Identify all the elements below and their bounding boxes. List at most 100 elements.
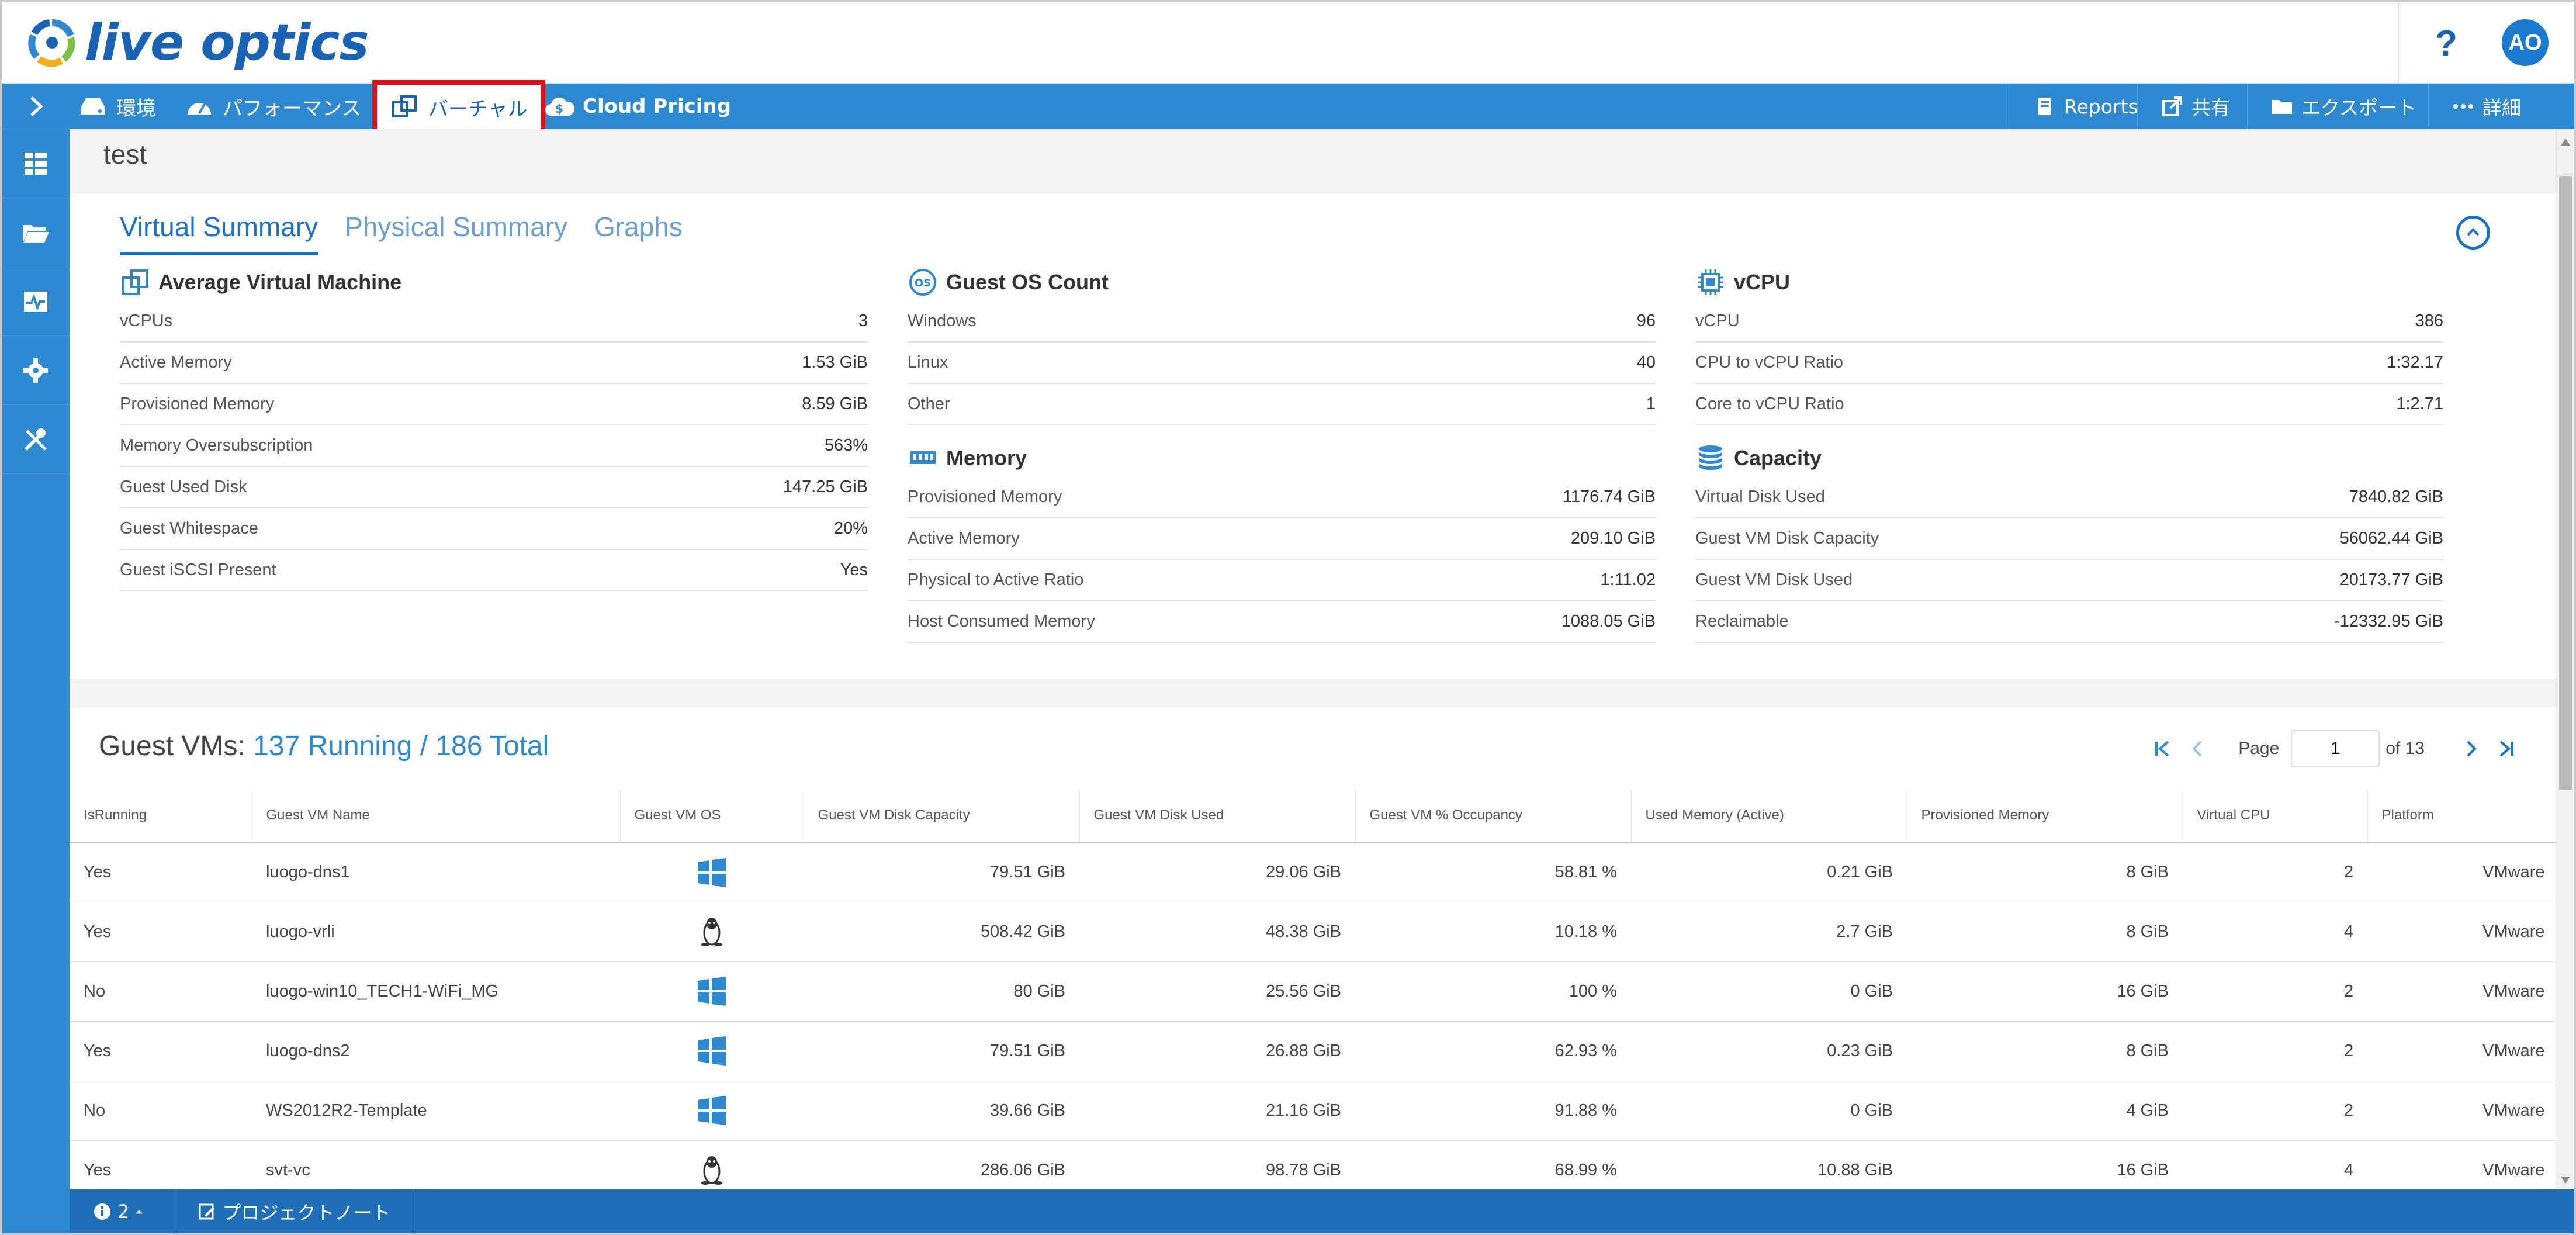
cell-mem: 0.21 GiB — [1631, 842, 1907, 902]
tab-physical-summary[interactable]: Physical Summary — [345, 212, 568, 242]
nav-tab-virtual[interactable]: バーチャル — [372, 80, 545, 134]
help-icon[interactable]: ? — [2435, 23, 2457, 64]
kv-row: Core to vCPU Ratio 1:2.71 — [1695, 384, 2443, 425]
table-row[interactable]: Yes luogo-dns1 79.51 GiB 29.06 GiB 58.81 % 0.… — [70, 842, 2559, 902]
cell-os — [620, 902, 804, 962]
kv-row: vCPU 386 — [1695, 301, 2443, 343]
column-header[interactable]: Used Memory (Active) — [1631, 790, 1907, 843]
first-page-icon — [2155, 741, 2169, 757]
first-page-button[interactable] — [2145, 731, 2180, 766]
section-title: Capacity — [1734, 446, 1822, 470]
kv-row: Guest Whitespace 20% — [120, 508, 868, 550]
windows-icon — [698, 1096, 726, 1125]
nav-tab-environment[interactable]: 環境 — [78, 84, 156, 129]
export-button[interactable]: エクスポート — [2247, 84, 2440, 129]
sidebar-item-projects[interactable] — [2, 198, 70, 267]
kv-value: 1:2.71 — [2396, 395, 2443, 413]
cell-running: Yes — [70, 1021, 252, 1081]
cell-name: WS2012R2-Template — [252, 1081, 620, 1141]
section-title: vCPU — [1734, 270, 1791, 294]
info-count: 2 — [117, 1200, 130, 1223]
left-sidebar — [2, 84, 70, 1233]
kv-key: Guest VM Disk Capacity — [1695, 529, 1879, 548]
guest-vms-panel: Guest VMs: 137 Running / 186 Total Page … — [70, 708, 2559, 1201]
sidebar-item-settings[interactable] — [2, 336, 70, 405]
last-page-button[interactable] — [2489, 731, 2524, 766]
kv-value: Yes — [840, 561, 868, 579]
cell-name: luogo-win10_TECH1-WiFi_MG — [252, 961, 620, 1022]
sidebar-item-dashboard[interactable] — [2, 129, 70, 198]
cell-used: 29.06 GiB — [1079, 842, 1355, 902]
cell-running: Yes — [70, 902, 252, 962]
column-header[interactable]: Provisioned Memory — [1907, 790, 2183, 843]
cell-os — [620, 1081, 804, 1141]
collapse-button[interactable] — [2456, 216, 2490, 250]
prev-page-button[interactable] — [2180, 731, 2215, 766]
reports-label: Reports — [2064, 95, 2138, 118]
more-details-button[interactable]: 詳細 — [2428, 84, 2544, 129]
page-number-input[interactable] — [2291, 730, 2380, 767]
sidebar-item-monitor[interactable] — [2, 267, 70, 336]
kv-row: Active Memory 209.10 GiB — [908, 518, 1656, 560]
summary-tabs: Virtual Summary Physical Summary Graphs — [120, 211, 709, 255]
cell-prov: 8 GiB — [1907, 842, 2183, 902]
kv-row: Provisioned Memory 8.59 GiB — [120, 384, 868, 425]
cell-os — [620, 961, 804, 1022]
column-header[interactable]: Guest VM Disk Capacity — [804, 790, 1080, 843]
cell-plat: VMware — [2367, 842, 2559, 902]
kv-key: Memory Oversubscription — [120, 436, 313, 455]
next-page-button[interactable] — [2454, 731, 2489, 766]
share-button[interactable]: 共有 — [2137, 84, 2253, 129]
chevron-left-icon — [2192, 741, 2202, 757]
tab-graphs[interactable]: Graphs — [594, 212, 683, 242]
dashboard-icon — [25, 152, 47, 175]
column-header[interactable]: Guest VM Disk Used — [1079, 790, 1356, 843]
live-optics-logo[interactable]: live optics — [27, 13, 369, 72]
kv-key: Physical to Active Ratio — [908, 570, 1084, 589]
nav-tab-performance[interactable]: パフォーマンス — [184, 84, 361, 129]
column-header[interactable]: IsRunning — [70, 790, 252, 843]
cell-used: 25.56 GiB — [1079, 961, 1355, 1022]
sidebar-item-tools[interactable] — [2, 405, 70, 474]
table-row[interactable]: Yes luogo-dns2 79.51 GiB 26.88 GiB 62.93 % 0.… — [70, 1021, 2559, 1081]
kv-value: 96 — [1636, 312, 1656, 330]
column-header[interactable]: Platform — [2367, 790, 2559, 843]
sidebar-expand-button[interactable] — [2, 84, 70, 129]
scroll-down-arrow[interactable] — [2561, 1177, 2570, 1184]
more-details-label: 詳細 — [2482, 96, 2521, 119]
scroll-up-arrow[interactable] — [2561, 139, 2570, 146]
kv-row: Host Consumed Memory 1088.05 GiB — [908, 601, 1656, 643]
windows-icon — [698, 1036, 726, 1066]
last-page-icon — [2499, 741, 2513, 757]
reports-button[interactable]: Reports — [2010, 84, 2162, 129]
nav-tab-cloud-pricing[interactable]: $ Cloud Pricing — [544, 84, 731, 129]
tab-virtual-summary[interactable]: Virtual Summary — [120, 211, 318, 255]
memory-heading: Memory — [908, 440, 1656, 477]
table-row[interactable]: No WS2012R2-Template 39.66 GiB 21.16 GiB 91.… — [70, 1081, 2559, 1141]
table-row[interactable]: No luogo-win10_TECH1-WiFi_MG 80 GiB 25.56 G… — [70, 961, 2559, 1022]
column-header[interactable]: Guest VM Name — [252, 790, 621, 843]
table-header-row: IsRunning Guest VM Name Guest VM OS Gues… — [70, 790, 2559, 843]
cell-occ: 62.93 % — [1355, 1021, 1631, 1081]
kv-value: 1 — [1646, 395, 1656, 413]
kv-row: Guest VM Disk Capacity 56062.44 GiB — [1695, 518, 2443, 560]
cell-mem: 0 GiB — [1631, 1081, 1907, 1141]
column-header[interactable]: Virtual CPU — [2183, 790, 2368, 843]
kv-key: Reclaimable — [1695, 612, 1789, 631]
user-avatar[interactable]: AO — [2502, 19, 2549, 66]
cell-occ: 58.81 % — [1355, 842, 1631, 902]
guest-os-section: OS Guest OS Count Windows 96 Linux 40 Othe… — [908, 264, 1656, 643]
guest-vms-title-prefix: Guest VMs: — [99, 731, 254, 762]
kv-value: 3 — [858, 312, 868, 330]
page-scrollbar[interactable] — [2556, 129, 2574, 1193]
column-header[interactable]: Guest VM OS — [620, 790, 804, 843]
column-header[interactable]: Guest VM % Occupancy — [1355, 790, 1632, 843]
cell-running: No — [70, 1081, 252, 1141]
scroll-thumb[interactable] — [2559, 176, 2572, 790]
vcpu-section: vCPU vCPU 386 CPU to vCPU Ratio 1:32.17 Co… — [1695, 264, 2443, 643]
memory-icon — [910, 451, 936, 464]
kv-row: Virtual Disk Used 7840.82 GiB — [1695, 477, 2443, 518]
info-notifications-button[interactable]: 2 — [70, 1189, 175, 1233]
table-row[interactable]: Yes luogo-vrli 508.42 GiB 48.38 GiB 10.18 % 2… — [70, 902, 2559, 962]
project-note-button[interactable]: プロジェクトノート — [174, 1189, 415, 1233]
